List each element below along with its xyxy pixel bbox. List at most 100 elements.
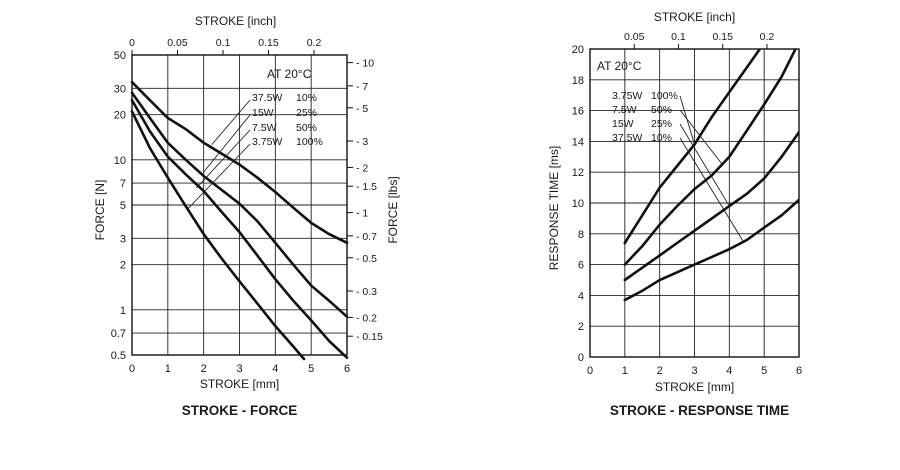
y2-tick-label: - 1 [356, 208, 368, 220]
x-tick-label: 5 [308, 363, 314, 375]
legend-duty: 100% [296, 136, 323, 148]
x-axis-title: STROKE [mm] [200, 377, 279, 391]
y2-tick-label: - 2 [356, 162, 368, 174]
legend-leader-line [211, 99, 251, 146]
x2-axis-title: STROKE [inch] [654, 10, 735, 24]
legend-duty: 25% [651, 118, 672, 130]
y-tick-label: 1 [120, 305, 126, 317]
x-tick-label: 2 [201, 363, 207, 375]
x2-axis-title: STROKE [inch] [195, 14, 276, 28]
legend-wattage: 3.75W [612, 90, 642, 102]
legend-wattage: 7.5W [612, 104, 637, 116]
y-tick-label: 5 [120, 200, 126, 212]
legend-duty: 50% [296, 122, 317, 134]
legend-leader-line [187, 143, 251, 210]
y-tick-label: 8 [578, 229, 584, 241]
x2-tick-label: 0.1 [216, 37, 231, 49]
legend-leader-line [679, 95, 695, 145]
y-tick-label: 2 [578, 321, 584, 333]
series-line [623, 49, 797, 266]
chart-title: STROKE - RESPONSE TIME [610, 403, 789, 418]
x-tick-label: 6 [796, 365, 802, 377]
legend-wattage: 15W [612, 118, 634, 130]
x-tick-label: 0 [587, 365, 593, 377]
legend-duty: 25% [296, 107, 317, 119]
y-tick-label: 14 [572, 136, 584, 148]
legend-duty: 100% [651, 90, 678, 102]
x-tick-label: 3 [691, 365, 697, 377]
y-tick-label: 20 [114, 110, 126, 122]
legend-wattage: 7.5W [252, 122, 277, 134]
series-line [130, 110, 306, 361]
x-tick-label: 4 [272, 363, 278, 375]
y-tick-label: 6 [578, 260, 584, 272]
x2-tick-label: 0.2 [307, 37, 322, 49]
x-tick-label: 0 [129, 363, 135, 375]
x-tick-label: 1 [165, 363, 171, 375]
legend-duty: 50% [651, 104, 672, 116]
x-axis-title: STROKE [mm] [655, 380, 734, 394]
y-tick-label: 0.5 [111, 350, 126, 362]
legend-wattage: 15W [252, 107, 274, 119]
y-axis-title: FORCE [N] [93, 180, 107, 241]
plot-frame [589, 48, 800, 358]
x2-tick-label: 0.05 [167, 37, 188, 49]
series-line [623, 198, 799, 302]
y2-axis-title: FORCE [lbs] [386, 176, 400, 243]
series-line [130, 80, 349, 245]
y-tick-label: 30 [114, 83, 126, 95]
x2-tick-label: 0.15 [258, 37, 279, 49]
y-tick-label: 20 [572, 44, 584, 56]
y2-tick-label: - 1.5 [356, 181, 377, 193]
y-tick-label: 0.7 [111, 328, 126, 340]
y-tick-label: 4 [578, 290, 584, 302]
y-tick-label: 7 [120, 178, 126, 190]
y-tick-label: 10 [572, 198, 584, 210]
legend-duty: 10% [651, 132, 672, 144]
legend-leader-line [202, 114, 251, 174]
legend-leader-line [679, 109, 723, 165]
legend-duty: 10% [296, 92, 317, 104]
y2-tick-label: - 7 [356, 81, 368, 93]
y2-tick-label: - 0.3 [356, 286, 377, 298]
x-tick-label: 6 [344, 363, 350, 375]
y-tick-label: 50 [114, 50, 126, 62]
y2-tick-label: - 0.7 [356, 231, 377, 243]
y2-tick-label: - 0.5 [356, 253, 377, 265]
x-tick-label: 4 [726, 365, 732, 377]
legend-leader-line [679, 137, 744, 242]
series-line [130, 98, 349, 359]
y2-tick-label: - 10 [356, 58, 374, 70]
x-tick-label: 2 [657, 365, 663, 377]
x2-tick-label: 0.2 [760, 31, 775, 43]
x2-tick-label: 0.1 [671, 31, 686, 43]
legend-wattage: 3.75W [252, 136, 282, 148]
y2-tick-label: - 5 [356, 103, 368, 115]
legend-leader-line [196, 129, 251, 189]
y2-tick-label: - 0.2 [356, 312, 377, 324]
y2-tick-label: - 0.15 [356, 331, 383, 343]
series-line [130, 91, 349, 318]
y-tick-label: 2 [120, 260, 126, 272]
series-line [623, 130, 799, 282]
y-tick-label: 3 [120, 233, 126, 245]
legend-wattage: 37.5W [252, 92, 282, 104]
x-tick-label: 5 [761, 365, 767, 377]
x-tick-label: 1 [622, 365, 628, 377]
annotation-temperature: AT 20°C [597, 59, 642, 73]
y-tick-label: 12 [572, 167, 584, 179]
legend-leader-line [679, 123, 730, 207]
y-axis-title: RESPONSE TIME [ms] [547, 146, 561, 270]
y-tick-label: 16 [572, 106, 584, 118]
x2-tick-label: 0 [129, 37, 135, 49]
legend-wattage: 37.5W [612, 132, 642, 144]
series-line [623, 49, 762, 245]
y-tick-label: 0 [578, 352, 584, 364]
x2-tick-label: 0.05 [624, 31, 645, 43]
y-tick-label: 10 [114, 155, 126, 167]
x-tick-label: 3 [236, 363, 242, 375]
y-tick-label: 18 [572, 75, 584, 87]
